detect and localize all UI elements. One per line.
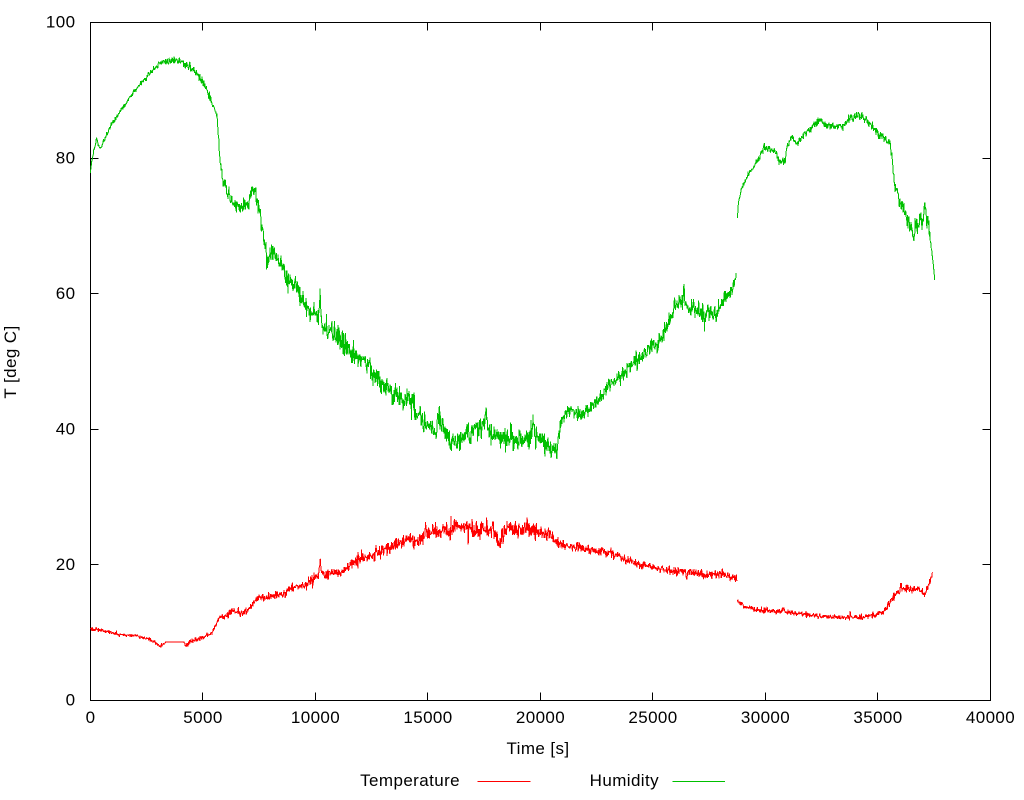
- svg-text:100: 100: [46, 13, 76, 32]
- svg-text:15000: 15000: [403, 708, 452, 727]
- svg-text:20000: 20000: [516, 708, 565, 727]
- svg-text:25000: 25000: [628, 708, 677, 727]
- svg-text:35000: 35000: [853, 708, 902, 727]
- svg-text:40: 40: [56, 420, 76, 439]
- svg-text:30000: 30000: [741, 708, 790, 727]
- svg-text:0: 0: [86, 708, 96, 727]
- svg-text:20: 20: [56, 555, 76, 574]
- svg-text:Temperature: Temperature: [360, 771, 460, 790]
- svg-text:10000: 10000: [291, 708, 340, 727]
- svg-text:T [deg C]: T [deg C]: [1, 325, 20, 398]
- svg-text:40000: 40000: [966, 708, 1015, 727]
- svg-text:5000: 5000: [183, 708, 222, 727]
- svg-text:0: 0: [66, 691, 76, 710]
- svg-text:80: 80: [56, 148, 76, 167]
- svg-text:Time [s]: Time [s]: [506, 739, 569, 758]
- svg-text:60: 60: [56, 284, 76, 303]
- svg-text:Humidity: Humidity: [590, 771, 659, 790]
